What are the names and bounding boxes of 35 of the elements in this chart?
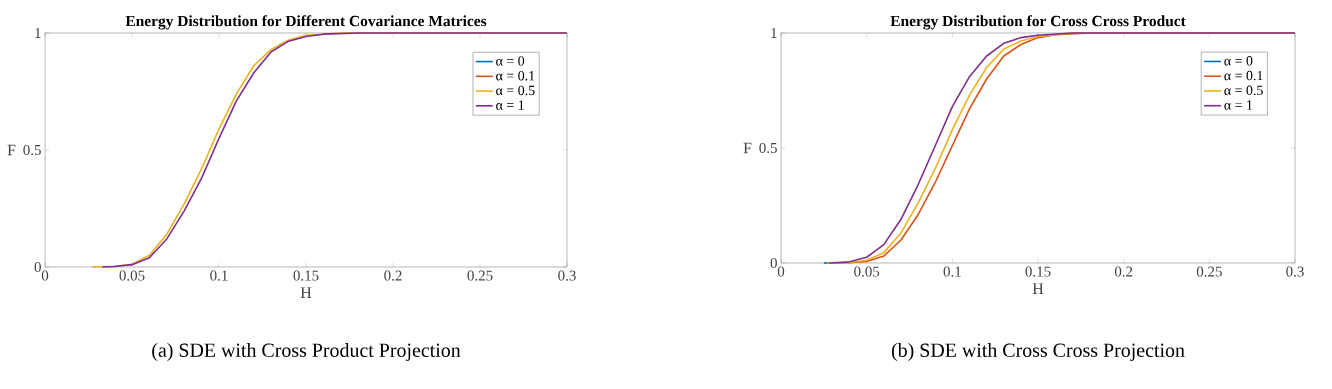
legend-label: α = 0 <box>496 56 525 66</box>
x-axis-title: H <box>1032 283 1044 294</box>
x-tick-label: 0.25 <box>467 270 493 281</box>
x-tick-label: 0.1 <box>943 266 961 277</box>
x-tick-label: 0.3 <box>1286 266 1304 277</box>
x-tick-label: 0.3 <box>558 270 576 281</box>
x-tick-label: 0 <box>777 266 785 277</box>
y-tick-label: 0.5 <box>759 142 777 154</box>
chart-title: Energy Distribution for Cross Cross Product <box>890 15 1186 30</box>
legend-label: α = 1 <box>496 100 524 110</box>
legend-label: α = 0.5 <box>1224 85 1263 96</box>
y-axis-title: F <box>743 142 752 154</box>
x-tick-label: 0.1 <box>210 270 228 281</box>
text: (b) SDE with Cross Cross Projection <box>891 342 1185 362</box>
x-tick-label: 0.2 <box>384 270 402 281</box>
legend-label: α = 1 <box>1224 100 1253 110</box>
x-tick-label: 0.2 <box>1114 266 1133 277</box>
y-axis-title: F <box>7 144 16 156</box>
x-tick-label: 0.15 <box>1025 266 1051 277</box>
y-tick-label: 0.5 <box>23 144 41 156</box>
legend-label: α = 0.1 <box>1224 70 1263 81</box>
y-tick-label: 1 <box>771 28 777 38</box>
text: (a) SDE with Cross Product Projection <box>152 342 461 362</box>
legend-label: α = 0 <box>1224 56 1253 66</box>
x-tick-label: 0.25 <box>1196 266 1222 277</box>
x-tick-label: 0.15 <box>293 270 319 281</box>
y-tick-label: 1 <box>35 28 41 38</box>
x-tick-label: 0.05 <box>854 266 880 277</box>
chart-title: Energy Distribution for Different Covariance Matrices <box>125 15 487 30</box>
x-axis-title: H <box>300 287 312 298</box>
legend-label: α = 0.1 <box>496 70 535 81</box>
x-tick-label: 0.05 <box>119 270 145 281</box>
x-tick-label: 0 <box>41 270 49 281</box>
legend-label: α = 0.5 <box>496 85 535 96</box>
y-tick-label: 0 <box>770 257 777 269</box>
